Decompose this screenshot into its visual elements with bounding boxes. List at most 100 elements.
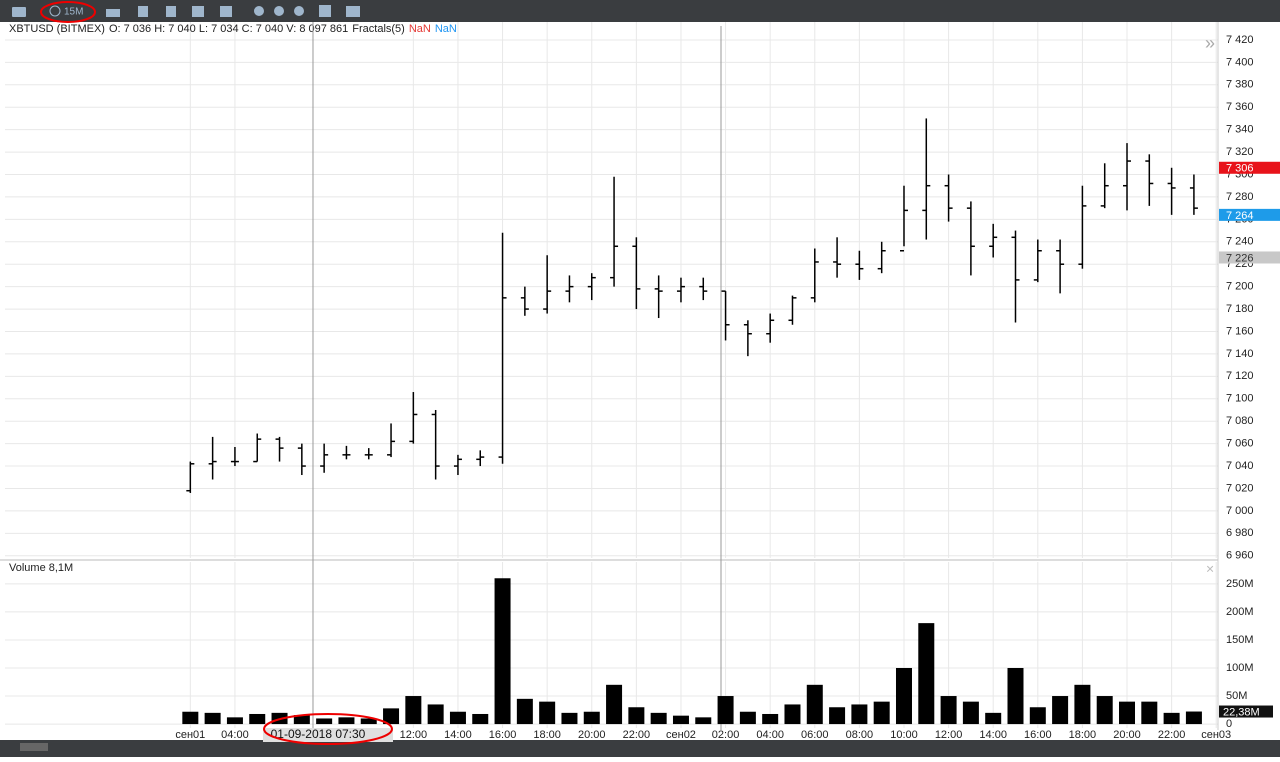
scrollbar-area [0,740,1280,757]
volume-bar [672,715,689,725]
volume-bar [427,704,444,725]
open-icon[interactable] [12,7,26,17]
zoom-out[interactable] [274,6,284,16]
volume-badge [1219,705,1273,718]
volume-bar [516,698,533,725]
volume-bar [494,578,511,725]
scroll-thumb[interactable] [20,743,48,751]
x-tick-label: 02:00 [712,729,740,741]
x-tick-label: 14:00 [444,729,472,741]
indicator-value: NaN [435,23,457,35]
volume-bar [1029,707,1046,725]
x-tick-label: 22:00 [1158,729,1186,741]
volume-bar [338,717,355,725]
y-tick-label: 7 360 [1226,101,1254,113]
x-tick-label: 18:00 [1069,729,1097,741]
timeframe[interactable]: 15M [64,7,83,18]
chart-type-icon[interactable] [106,9,120,17]
volume-bar [851,704,868,725]
y-tick-label: 7 140 [1226,348,1254,360]
volume-bar [784,704,801,725]
zoom-reset[interactable] [294,6,304,16]
price-badge-label: 7 226 [1226,252,1254,264]
clock-icon [49,5,61,17]
price-badge [1219,161,1280,174]
calendar-icon[interactable] [346,6,360,17]
x-tick-label: 04:00 [221,729,249,741]
price-badge [1219,208,1280,221]
toolbar-icons [12,5,360,17]
y-tick-label: 7 240 [1226,236,1254,248]
close-pane[interactable]: × [1206,561,1214,577]
crosshair-label: 01-09-2018 07:30 [271,727,366,741]
volume-badge-label: 22,38M [1223,706,1260,718]
volume-bar [762,713,779,725]
y-tick-label: 7 280 [1226,191,1254,203]
annotation-circle [40,1,96,23]
y-tick-label: 7 020 [1226,482,1254,494]
y-tick-label: 6 980 [1226,527,1254,539]
volume-bar [829,707,846,725]
x-tick-label: сен01 [175,729,205,741]
symbol: XBTUSD (BITMEX) [9,23,105,35]
price-badge [1219,251,1280,264]
header: XBTUSD (BITMEX) O: 7 036 H: 7 040 L: 7 0… [9,23,457,35]
cursor-icon[interactable] [166,6,176,17]
volume-bar [316,718,333,725]
y-tick-label: 7 400 [1226,56,1254,68]
volume-bar [561,712,578,725]
y-tick-label: 7 180 [1226,303,1254,315]
volume-bar [1141,701,1158,725]
indicator-value: NaN [409,23,431,35]
volume-bar [1096,696,1113,725]
y-tick-label: 7 380 [1226,79,1254,91]
draw-icon[interactable] [192,6,204,17]
indicator-icon[interactable] [220,6,232,17]
x-tick-label: 10:00 [890,729,918,741]
volume-bar [472,713,489,725]
volume-bar [204,712,221,725]
x-tick-label: 06:00 [801,729,829,741]
y-tick-label: 7 320 [1226,146,1254,158]
y-tick-label: 7 000 [1226,505,1254,517]
volume-bar [940,696,957,725]
volume-bar [539,701,556,725]
compare-icon[interactable] [319,5,331,17]
y-tick-label: 7 160 [1226,325,1254,337]
y-tick-label: 7 200 [1226,281,1254,293]
price-badge-label: 7 264 [1226,210,1254,222]
volume-bar [717,696,734,725]
volume-bar [628,707,645,725]
y-tick-label: 7 060 [1226,438,1254,450]
y-tick-label: 50M [1226,690,1247,702]
collapse-icon[interactable]: » [1205,33,1215,53]
indicator-name: Fractals(5) [352,23,405,35]
volume-bar [293,715,310,725]
y-tick-label: 150M [1226,634,1254,646]
volume-bar [985,712,1002,725]
volume-bar [918,623,935,725]
x-tick-label: 18:00 [533,729,561,741]
zoom-in[interactable] [254,6,264,16]
volume-bar [695,717,712,725]
volume-bar [1119,701,1136,725]
x-tick-label: 04:00 [756,729,784,741]
x-tick-label: 22:00 [623,729,651,741]
y-tick-label: 7 080 [1226,415,1254,427]
x-tick-label: 08:00 [846,729,874,741]
x-tick-label: 20:00 [578,729,606,741]
volume-bar [1074,684,1091,725]
volume-bar [1185,711,1202,725]
volume-bar [405,696,422,725]
x-tick-label: 16:00 [489,729,517,741]
y-tick-label: 0 [1226,718,1232,730]
volume-bar [226,717,243,725]
volume-bar [606,684,623,725]
price-badge-label: 7 306 [1226,163,1254,175]
y-tick-label: 200M [1226,606,1254,618]
bars-icon[interactable] [138,6,148,17]
y-tick-label: 7 040 [1226,460,1254,472]
volume-bar [895,667,912,725]
